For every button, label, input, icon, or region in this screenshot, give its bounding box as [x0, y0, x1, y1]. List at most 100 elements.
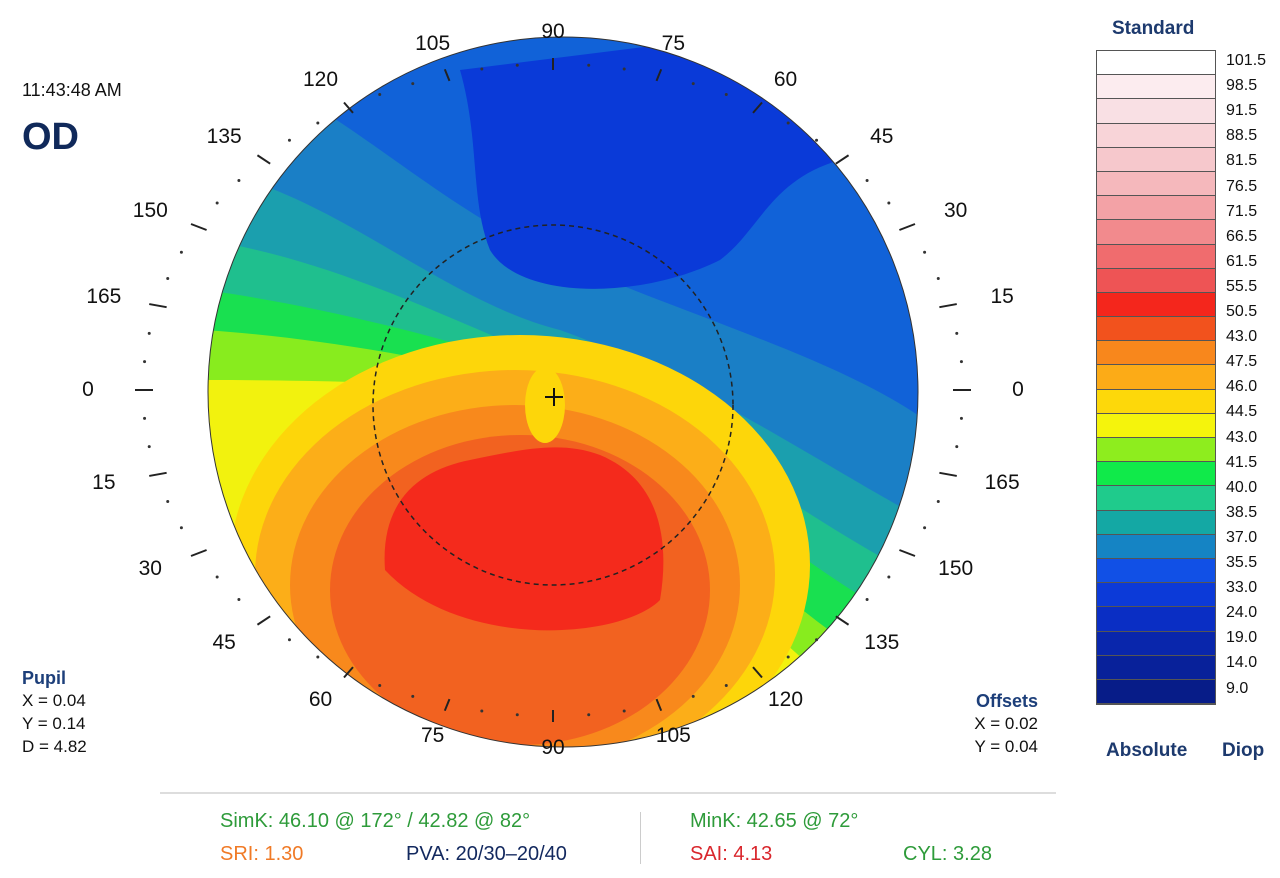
angle-label: 30	[138, 557, 162, 580]
angle-label: 60	[773, 67, 798, 91]
minor-tick	[237, 178, 241, 182]
minor-tick	[691, 82, 695, 86]
legend-swatch	[1097, 244, 1215, 269]
legend-swatch	[1097, 438, 1215, 463]
simk-value: SimK: 46.10 @ 172° / 42.82 @ 82°	[220, 810, 531, 832]
major-tick	[655, 68, 663, 82]
major-tick	[899, 223, 916, 231]
angle-label: 45	[212, 631, 236, 655]
minor-tick	[923, 250, 927, 254]
legend-swatch	[1097, 268, 1215, 293]
angle-label: 90	[541, 20, 565, 43]
major-tick	[939, 303, 957, 309]
legend-value: 76.5	[1226, 177, 1258, 195]
legend-value: 19.0	[1226, 629, 1258, 647]
minor-tick	[724, 683, 728, 687]
legend-swatch	[1097, 510, 1215, 535]
legend-value: 14.0	[1226, 654, 1258, 672]
legend-swatch	[1097, 196, 1215, 221]
legend-value: 9.0	[1226, 679, 1249, 697]
major-tick	[752, 666, 763, 679]
offsets-info: Offsets X = 0.02 Y = 0.04	[954, 691, 1038, 758]
band	[384, 447, 664, 631]
angle-label: 15	[990, 285, 1014, 309]
angle-label: 0	[1012, 378, 1024, 401]
major-tick	[655, 698, 663, 712]
major-tick	[190, 223, 207, 231]
angle-label: 135	[864, 631, 900, 655]
minor-tick	[865, 178, 869, 182]
legend-value: 46.0	[1226, 378, 1258, 396]
minor-tick	[411, 694, 415, 698]
minor-tick	[955, 331, 959, 335]
legend-value: 71.5	[1226, 202, 1258, 220]
band	[460, 40, 860, 289]
angle-label: 30	[944, 199, 968, 222]
angle-label: 165	[984, 470, 1020, 494]
legend-value: 101.5	[1226, 52, 1267, 69]
minor-tick	[587, 713, 591, 717]
angle-label: 60	[308, 688, 333, 712]
major-tick	[149, 303, 167, 309]
major-tick	[343, 101, 354, 114]
timestamp: 11:43:48 AM	[22, 80, 122, 100]
pupil-y: Y = 0.14	[22, 714, 86, 733]
divider	[640, 812, 641, 864]
minor-tick	[143, 416, 147, 420]
minor-tick	[237, 598, 241, 602]
offsets-x: X = 0.02	[974, 714, 1038, 733]
minor-tick	[955, 445, 959, 449]
major-tick	[899, 549, 916, 557]
major-tick	[256, 154, 271, 165]
angle-label: 150	[938, 557, 974, 580]
angle-label: 15	[92, 470, 116, 494]
legend-swatch	[1097, 607, 1215, 632]
angle-label: 120	[767, 688, 804, 712]
offsets-title: Offsets	[975, 691, 1038, 711]
pupil-title: Pupil	[22, 668, 66, 688]
legend-value: 38.5	[1226, 503, 1258, 521]
legend-swatch	[1097, 679, 1215, 705]
eye-label: OD	[22, 116, 79, 158]
angle-label: 75	[661, 32, 686, 56]
minor-tick	[936, 277, 940, 281]
legend-value: 40.0	[1226, 478, 1258, 496]
minor-tick	[923, 526, 927, 530]
band	[525, 367, 565, 443]
angle-label: 75	[420, 723, 445, 747]
minor-tick	[480, 709, 484, 713]
legend-swatch	[1097, 558, 1215, 584]
legend-swatch	[1097, 317, 1215, 342]
angle-label: 105	[415, 32, 451, 56]
offsets-y: Y = 0.04	[974, 737, 1039, 756]
legend-swatch	[1097, 341, 1215, 366]
legend-value: 41.5	[1226, 453, 1258, 471]
sai-value: SAI: 4.13	[690, 843, 773, 865]
legend-swatch	[1097, 123, 1215, 148]
legend-value: 43.0	[1226, 428, 1258, 446]
minor-tick	[959, 360, 963, 364]
legend-swatch	[1097, 99, 1215, 124]
legend-value: 50.5	[1226, 303, 1258, 320]
legend-unit[interactable]: Diop	[1222, 740, 1265, 761]
cornea-boundary	[207, 36, 919, 748]
legend-value: 91.5	[1226, 102, 1258, 120]
legend-scale-type[interactable]: Absolute	[1106, 740, 1188, 761]
angle-label: 90	[541, 736, 565, 759]
legend-value: 35.5	[1226, 554, 1258, 571]
major-tick	[256, 615, 271, 626]
minor-tick	[215, 201, 219, 205]
minor-tick	[147, 331, 151, 335]
curvature-bands	[208, 37, 918, 747]
minor-tick	[287, 638, 291, 642]
major-tick	[190, 549, 207, 557]
legend-value: 55.5	[1226, 277, 1258, 295]
color-legend	[1096, 50, 1216, 706]
angle-label: 150	[132, 199, 168, 222]
minor-tick	[622, 709, 626, 713]
pupil-d: D = 4.82	[22, 737, 87, 756]
legend-value: 43.0	[1226, 328, 1258, 346]
minor-tick	[287, 138, 291, 142]
minor-tick	[724, 93, 728, 97]
legend-swatch	[1097, 413, 1215, 438]
